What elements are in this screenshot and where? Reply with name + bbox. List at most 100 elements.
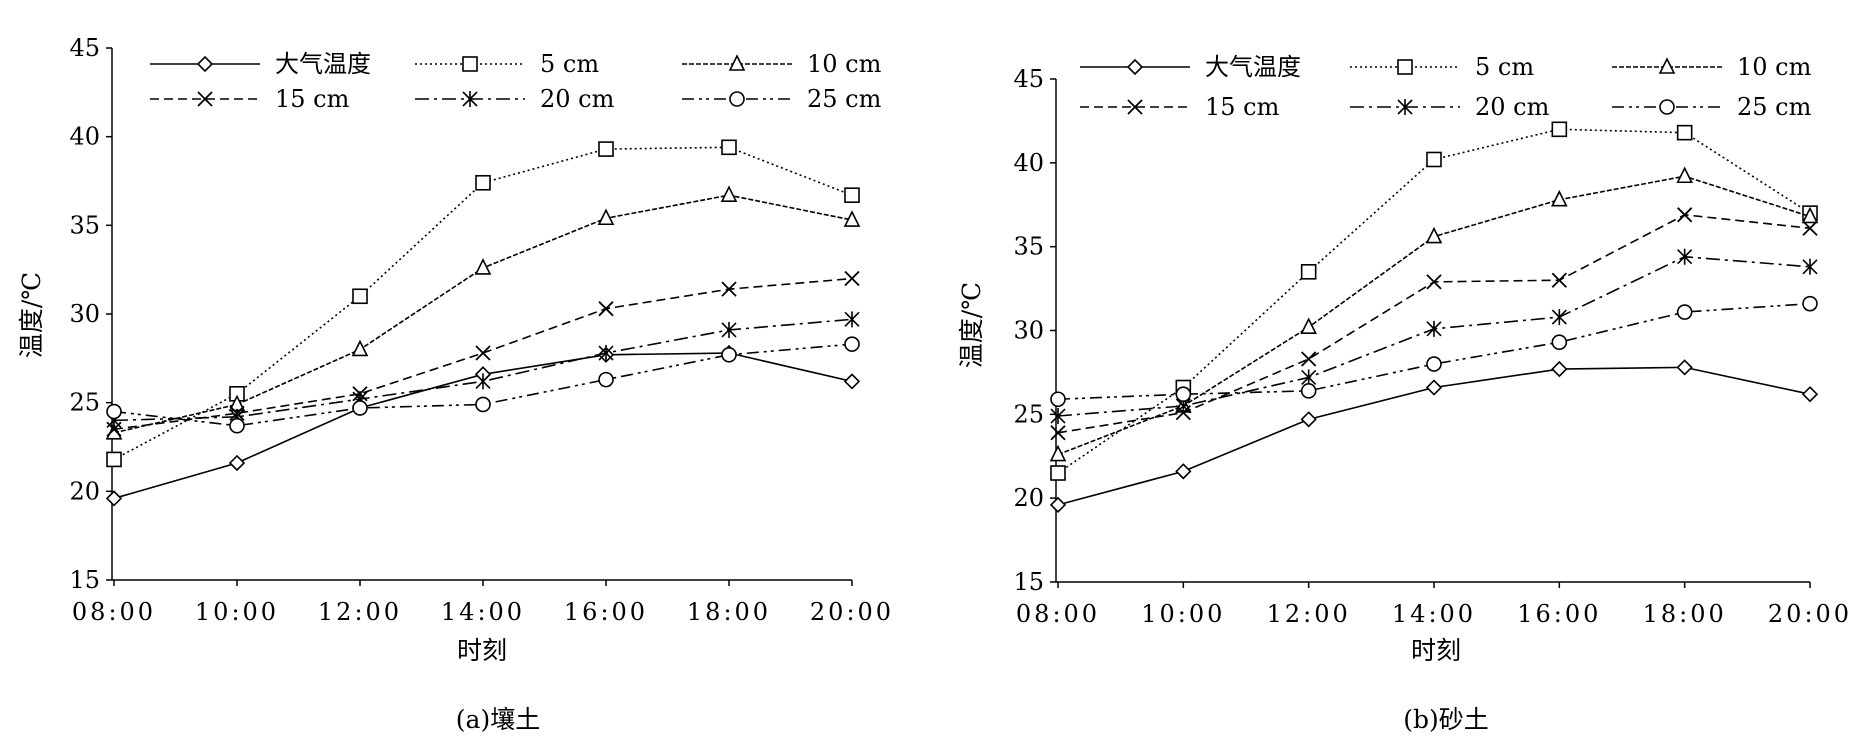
legend-label: 5 cm [540,50,599,78]
data-point-marker [597,208,615,226]
data-point-marker [352,288,368,305]
data-point-marker [1551,272,1567,288]
y-tick-label: 15 [1013,568,1044,596]
data-point-marker [721,321,737,338]
legend-marker [462,91,478,107]
legend-marker [196,55,214,73]
data-point-marker [1551,309,1567,326]
data-point-marker [721,281,737,297]
data-point-marker [106,451,122,468]
y-tick-label: 25 [1013,400,1044,428]
series-circle [1050,295,1818,408]
x-tick-label: 14:00 [1392,600,1476,628]
legend-item: 25 cm [1612,93,1812,121]
legend-item: 5 cm [415,50,599,78]
series-asterisk [1050,248,1818,425]
x-tick-label: 16:00 [564,598,648,626]
data-point-marker [1551,360,1568,378]
chart-panel-sand: 15 20 25 30 35 40 45 08:00 10:00 12:00 14:00 16:00 1… [957,53,1852,734]
data-point-marker [1676,166,1693,184]
x-tick-label: 14:00 [441,598,525,626]
legend-item: 25 cm [682,85,882,113]
data-point-marker [475,174,491,191]
y-tick-label: 30 [69,300,100,328]
legend-label: 25 cm [807,85,882,113]
y-tick-label: 45 [69,34,100,62]
series-line [1057,175,1811,456]
x-tick-label: 10:00 [195,598,279,626]
data-point-marker [475,373,491,390]
data-point-marker [1677,207,1693,223]
data-point-marker [1050,465,1066,481]
legend-item: 20 cm [415,85,615,113]
data-point-marker [474,258,492,275]
legend-label: 15 cm [275,85,350,113]
legend-item: 20 cm [1350,93,1550,121]
legend-label: 20 cm [540,85,615,113]
y-tick-label: 15 [69,566,100,594]
data-point-marker [475,345,491,361]
legend-label: 20 cm [1475,93,1550,121]
data-point-marker [1802,258,1818,275]
x-tick-label: 10:00 [1141,600,1225,628]
x-tick-label: 12:00 [318,598,402,626]
data-point-marker [844,187,860,203]
x-tick-label: 18:00 [687,598,771,626]
data-point-marker [1426,320,1442,337]
data-point-marker [1801,206,1819,224]
series-triangle [105,185,861,440]
series-triangle [1049,166,1819,462]
legend-marker [1397,99,1413,115]
x-tick-label: 20:00 [1768,600,1852,628]
data-point-marker [720,185,738,202]
data-point-marker [1551,121,1568,138]
data-point-marker [1049,496,1067,514]
x-tick-label: 18:00 [1643,600,1727,628]
x-tick-label: 08:00 [1016,600,1100,628]
y-tick-label: 30 [1013,317,1044,345]
legend-item: 10 cm [682,50,882,78]
y-tick-label: 20 [69,477,100,505]
data-point-marker [1300,383,1317,399]
data-point-marker [475,396,491,413]
data-point-marker [1050,425,1066,441]
panel-caption: (a)壤土 [456,705,540,734]
data-point-marker [1426,151,1442,168]
legend-marker [1658,57,1676,74]
legend: 大气温度 5 cm 10 cm 15 cm 20 cm 25 cm [150,50,882,113]
y-tick-label: 35 [69,211,100,239]
y-tick-label: 40 [69,123,100,151]
y-tick-label: 40 [1013,149,1044,177]
data-point-marker [843,373,861,390]
series-square [1050,121,1818,481]
data-point-marker [1551,189,1568,207]
data-point-marker [844,311,860,328]
x-tick-label: 20:00 [810,598,894,626]
data-point-marker [352,400,368,416]
chart-panel-loam: 15 20 25 30 35 40 45 08:00 10:00 12:00 14:00 16:00 1… [17,34,894,734]
x-tick-label: 12:00 [1267,600,1351,628]
panel-caption: (b)砂土 [1403,705,1489,734]
data-point-marker [351,339,369,357]
legend-item: 大气温度 [150,50,371,78]
legend: 大气温度 5 cm 10 cm 15 cm 20 cm 25 cm [1080,53,1812,121]
data-point-marker [1802,295,1818,312]
data-point-marker [1300,264,1317,280]
series-circle [106,336,860,434]
legend-label: 5 cm [1475,53,1534,81]
legend-item: 10 cm [1612,53,1812,81]
series-x [106,270,860,437]
data-point-marker [1425,226,1443,244]
data-point-marker [843,210,861,227]
legend-label: 大气温度 [1205,53,1301,81]
x-axis-title: 时刻 [1411,636,1461,665]
data-point-marker [1802,220,1818,236]
data-point-marker [1425,379,1443,396]
legend-label: 大气温度 [275,50,371,78]
data-point-marker [844,270,860,287]
legend-marker [197,91,213,107]
x-tick-label: 16:00 [1517,600,1601,628]
data-point-marker [1049,444,1067,462]
series-diamond [1049,359,1819,514]
